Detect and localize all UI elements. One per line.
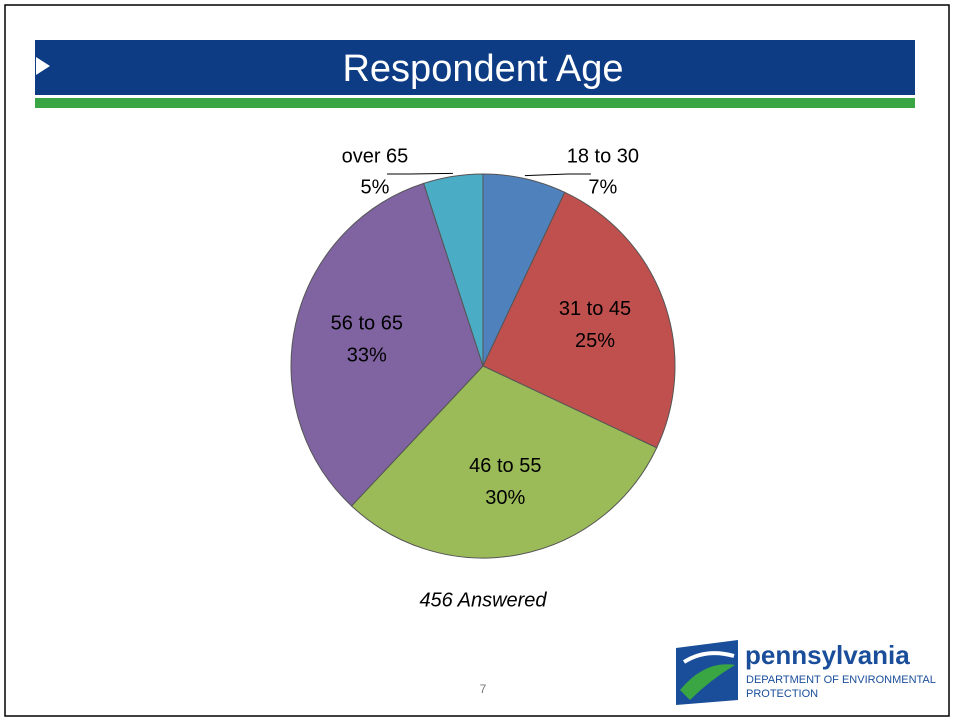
slice-label: 56 to 65 bbox=[331, 312, 403, 334]
header-band bbox=[35, 40, 915, 95]
slice-value: 33% bbox=[347, 344, 387, 366]
slice-label: 46 to 55 bbox=[469, 455, 541, 477]
page-number: 7 bbox=[480, 682, 487, 696]
slice-label: 31 to 45 bbox=[559, 298, 631, 320]
slice-value: 5% bbox=[361, 176, 390, 198]
slice-label: over 65 bbox=[342, 145, 409, 167]
logo-line: DEPARTMENT OF ENVIRONMENTAL bbox=[746, 674, 936, 686]
slice-label: 18 to 30 bbox=[567, 145, 639, 167]
header-arrow bbox=[36, 57, 50, 75]
logo-leaf bbox=[680, 664, 735, 700]
logo-name: pennsylvania bbox=[745, 640, 910, 670]
leader-line bbox=[386, 172, 453, 175]
pie-slice bbox=[350, 365, 658, 559]
logo-line: PROTECTION bbox=[746, 688, 818, 700]
annotation: 456 Answered bbox=[419, 589, 547, 611]
slice-value: 25% bbox=[575, 330, 615, 352]
header-rule bbox=[35, 98, 915, 108]
slice-value: 30% bbox=[485, 487, 525, 509]
chart-title: Respondent Age bbox=[342, 48, 623, 90]
pie-slice bbox=[290, 182, 484, 507]
slice-value: 7% bbox=[588, 176, 617, 198]
pie-slice bbox=[423, 173, 484, 367]
leader-line bbox=[524, 173, 591, 177]
logo-swoosh bbox=[682, 651, 735, 664]
pie-slice bbox=[482, 191, 676, 449]
pie: 18 to 30 7% 31 to 45 25% 46 to 55 30% 56 to 65… bbox=[290, 145, 676, 559]
logo: pennsylvania DEPARTMENT OF ENVIRONMENTAL… bbox=[676, 640, 936, 705]
